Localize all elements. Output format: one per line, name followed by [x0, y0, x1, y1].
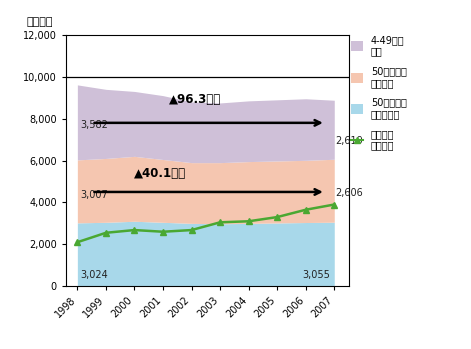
Text: 3,007: 3,007	[80, 190, 108, 200]
Text: 2,619: 2,619	[336, 136, 364, 146]
Text: 3,055: 3,055	[302, 270, 330, 280]
Text: （千人）: （千人）	[26, 17, 53, 27]
Text: 3,582: 3,582	[80, 120, 108, 130]
Legend: 4-49人の
企業, 50人以上の
国内企業, 50人以上の
多国籍企業, 海外生産
現地法人: 4-49人の 企業, 50人以上の 国内企業, 50人以上の 多国籍企業, 海外…	[351, 35, 406, 150]
Text: ▲96.3万人: ▲96.3万人	[169, 93, 221, 106]
Text: ▲40.1万人: ▲40.1万人	[134, 168, 187, 180]
Text: 2,606: 2,606	[336, 188, 364, 198]
Text: 3,024: 3,024	[80, 270, 108, 280]
